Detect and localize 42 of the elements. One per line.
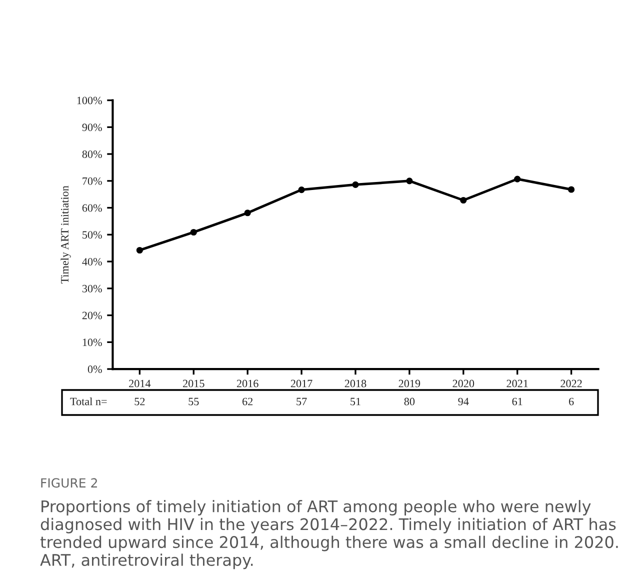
x-tick-label: 2017 — [290, 380, 312, 388]
y-tick-label: 60% — [82, 204, 102, 212]
point — [136, 246, 143, 254]
y-tick-label: 80% — [82, 150, 102, 158]
y-tick-label: 10% — [82, 338, 102, 346]
x-tick-label: 2014 — [129, 380, 151, 388]
x-tick-label: 2021 — [506, 380, 528, 388]
text: Proportions of timely initiation of ART among people who were newly diagnosed with HIV in the years 2014–2022. Timely initiation of ART has trended upward since 2014, although there was a small decline in 2020. ART, antiretroviral therapy. — [40, 500, 618, 570]
y-tick-label: 90% — [82, 124, 102, 132]
y-tick-label: 100% — [77, 96, 102, 104]
text: 52 — [134, 398, 145, 406]
x-tick-label: 2018 — [344, 380, 366, 388]
point — [298, 186, 305, 194]
y-axis-title: Timely ART initiation — [60, 186, 71, 284]
x-tick-label: 2016 — [236, 380, 258, 388]
text: 62 — [242, 398, 253, 406]
point — [406, 178, 413, 184]
y-tick-label: 40% — [82, 258, 102, 266]
y-tick-label: 0% — [88, 366, 102, 374]
point — [244, 210, 251, 216]
text: 94 — [458, 398, 469, 406]
y-tick-label: 50% — [82, 231, 102, 239]
text: 80 — [404, 398, 415, 406]
text: 51 — [350, 398, 360, 406]
x-tick-label: 2022 — [560, 380, 582, 388]
text: 57 — [296, 398, 307, 406]
y-tick-label: 30% — [82, 284, 102, 292]
point — [190, 228, 197, 236]
point — [352, 181, 359, 188]
point — [514, 176, 521, 182]
x-tick-label: 2015 — [183, 380, 204, 388]
text: Total n= — [70, 397, 107, 406]
text: 6 — [569, 398, 574, 406]
y-tick-label: 20% — [82, 312, 102, 320]
x-tick-label: 2020 — [452, 380, 474, 388]
point — [460, 196, 467, 204]
caption: FIGURE 2 — [41, 478, 97, 488]
point — [568, 186, 575, 193]
y-tick-label: 70% — [82, 177, 102, 185]
text: 55 — [188, 398, 199, 406]
text: 61 — [512, 398, 522, 406]
x-tick-label: 2019 — [398, 380, 420, 388]
